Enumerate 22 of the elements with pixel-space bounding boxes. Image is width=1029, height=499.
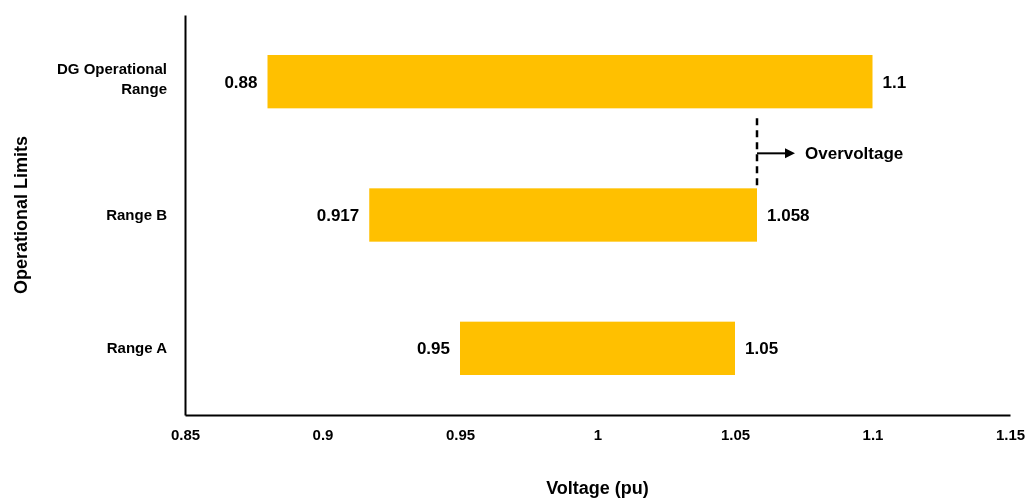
- annotation: 1.058: [767, 206, 810, 225]
- x-tick-label: 0.95: [445, 425, 476, 443]
- annotation: 0.917: [316, 206, 360, 225]
- y-axis-title: Operational Limits: [11, 135, 31, 295]
- x-axis-title: Voltage (pu): [546, 478, 649, 498]
- x-tick-label: 1: [593, 425, 603, 443]
- x-tick-label: 0.85: [170, 425, 201, 443]
- y-tick-label: Range A: [106, 339, 168, 357]
- annotation: 1.1: [882, 72, 907, 92]
- annotation: 1.05: [745, 339, 779, 359]
- bar: [460, 321, 735, 375]
- y-tick-label: Range B: [106, 205, 168, 223]
- y-tick-label: DG Operational Range: [56, 60, 167, 97]
- annotation: 0.88: [224, 72, 258, 92]
- x-tick-label: 1.1: [862, 425, 884, 443]
- x-tick-label: 0.9: [312, 425, 334, 443]
- bar: [369, 188, 757, 242]
- bar: [267, 55, 873, 109]
- annotation: 0.95: [416, 339, 450, 359]
- x-tick-label: 1.15: [995, 425, 1026, 443]
- x-tick-label: 1.05: [720, 425, 751, 443]
- ref-line-label: Overvoltage: [805, 144, 904, 164]
